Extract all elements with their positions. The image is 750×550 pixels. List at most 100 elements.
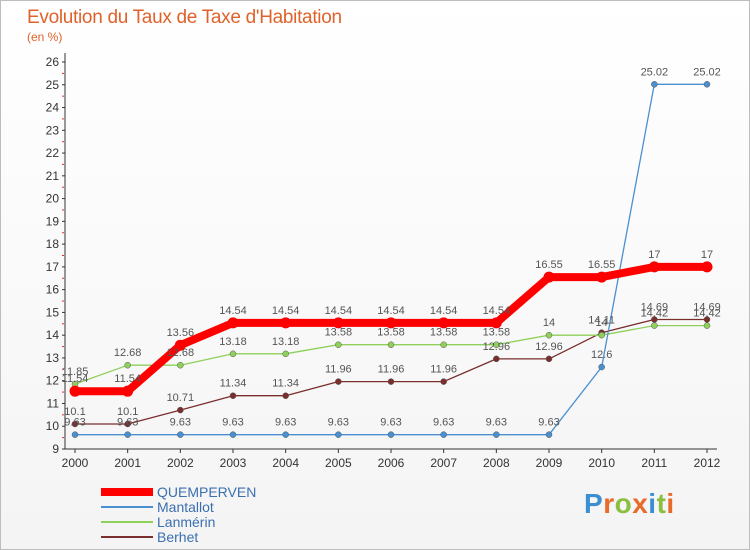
- data-point: [387, 378, 395, 385]
- data-point: [440, 378, 447, 385]
- y-tick-label: 16: [46, 283, 60, 297]
- data-label: 14.54: [219, 305, 247, 317]
- data-label: 9.63: [538, 417, 559, 429]
- data-label: 12.96: [535, 341, 563, 353]
- data-label: 10.71: [167, 392, 195, 404]
- data-point: [124, 361, 131, 369]
- chart-subtitle: (en %): [27, 30, 63, 44]
- data-point: [440, 341, 447, 348]
- legend-swatch: [101, 506, 153, 508]
- series-points: [69, 81, 713, 438]
- data-label: 9.63: [170, 417, 191, 429]
- y-tick-label: 21: [46, 169, 60, 183]
- data-point: [438, 317, 450, 329]
- data-point: [71, 420, 79, 428]
- legend-label: Berhet: [157, 529, 199, 545]
- data-label: 9.63: [222, 417, 243, 429]
- data-point: [280, 317, 292, 329]
- data-label: 13.18: [219, 336, 247, 348]
- data-label: 13.58: [377, 327, 405, 339]
- data-label: 11.96: [378, 364, 405, 376]
- data-label: 25.02: [693, 66, 721, 78]
- data-label: 13.56: [167, 327, 195, 339]
- data-point: [71, 431, 79, 438]
- y-tick-label: 20: [46, 192, 60, 206]
- legend-swatch: [101, 521, 153, 523]
- x-tick-label: 2001: [114, 456, 141, 470]
- data-point: [387, 431, 395, 438]
- data-label: 9.63: [328, 417, 349, 429]
- data-point: [648, 261, 660, 273]
- data-point: [332, 317, 344, 329]
- data-label: 9.63: [275, 417, 296, 429]
- data-label: 9.63: [486, 417, 507, 429]
- logo-letter: i: [648, 488, 657, 519]
- data-label: 10.1: [64, 406, 85, 418]
- legend-label: Mantallot: [157, 499, 214, 515]
- y-tick-label: 24: [46, 101, 60, 115]
- data-point: [174, 339, 186, 351]
- data-point: [282, 392, 289, 399]
- data-label: 13.58: [483, 327, 511, 339]
- data-label: 16.55: [535, 259, 563, 271]
- data-point: [703, 322, 711, 329]
- data-label: 14.42: [641, 308, 669, 320]
- data-point: [124, 431, 131, 438]
- logo-letter: o: [614, 488, 633, 519]
- data-label: 9.63: [64, 417, 85, 429]
- data-label: 11.34: [220, 378, 247, 390]
- data-point: [490, 317, 502, 329]
- data-label: 11.85: [62, 366, 89, 378]
- y-tick-label: 14: [46, 328, 60, 342]
- logo-letter: x: [632, 488, 649, 519]
- x-tick-label: 2003: [220, 456, 247, 470]
- data-label: 14.11: [588, 315, 615, 327]
- data-point: [596, 271, 608, 283]
- legend-swatch: [101, 536, 153, 538]
- y-tick-label: 9: [52, 442, 59, 456]
- data-point: [493, 431, 500, 438]
- data-label: 9.63: [433, 417, 454, 429]
- data-point: [703, 81, 711, 88]
- data-label: 13.18: [272, 336, 300, 348]
- y-tick-label: 17: [46, 260, 60, 274]
- x-tick-label: 2005: [325, 456, 352, 470]
- data-label: 11.34: [272, 378, 299, 390]
- data-point: [387, 341, 395, 348]
- data-point: [545, 355, 553, 363]
- x-tick-label: 2000: [62, 456, 89, 470]
- data-point: [335, 431, 342, 438]
- legend-label: Lanmérin: [157, 514, 216, 530]
- data-point: [385, 317, 397, 329]
- y-tick-label: 18: [46, 237, 60, 251]
- data-label: 25.02: [641, 66, 669, 78]
- data-label: 14.69: [693, 301, 721, 313]
- data-point: [493, 355, 500, 363]
- data-point: [282, 431, 289, 438]
- legend-swatch: [101, 488, 153, 496]
- data-point: [545, 331, 553, 339]
- logo-letter: r: [603, 488, 615, 519]
- y-tick-label: 25: [46, 78, 60, 92]
- data-point: [651, 81, 658, 88]
- data-point: [229, 350, 237, 358]
- data-point: [598, 331, 605, 339]
- data-label: 14.42: [693, 308, 721, 320]
- data-label: 12.68: [114, 347, 142, 359]
- data-point: [124, 420, 131, 428]
- data-point: [543, 271, 555, 283]
- data-label: 14.54: [483, 305, 511, 317]
- y-tick-label: 15: [46, 305, 60, 319]
- x-tick-label: 2004: [272, 456, 299, 470]
- x-tick-label: 2008: [483, 456, 510, 470]
- proxiti-logo: Proxiti: [584, 488, 675, 520]
- data-label: 16.55: [588, 259, 616, 271]
- data-label: 14.54: [325, 305, 353, 317]
- y-tick-label: 26: [46, 55, 60, 69]
- y-tick-label: 12: [46, 374, 60, 388]
- y-tick-label: 11: [47, 396, 60, 410]
- data-point: [177, 406, 184, 414]
- data-label: 14.69: [641, 301, 669, 313]
